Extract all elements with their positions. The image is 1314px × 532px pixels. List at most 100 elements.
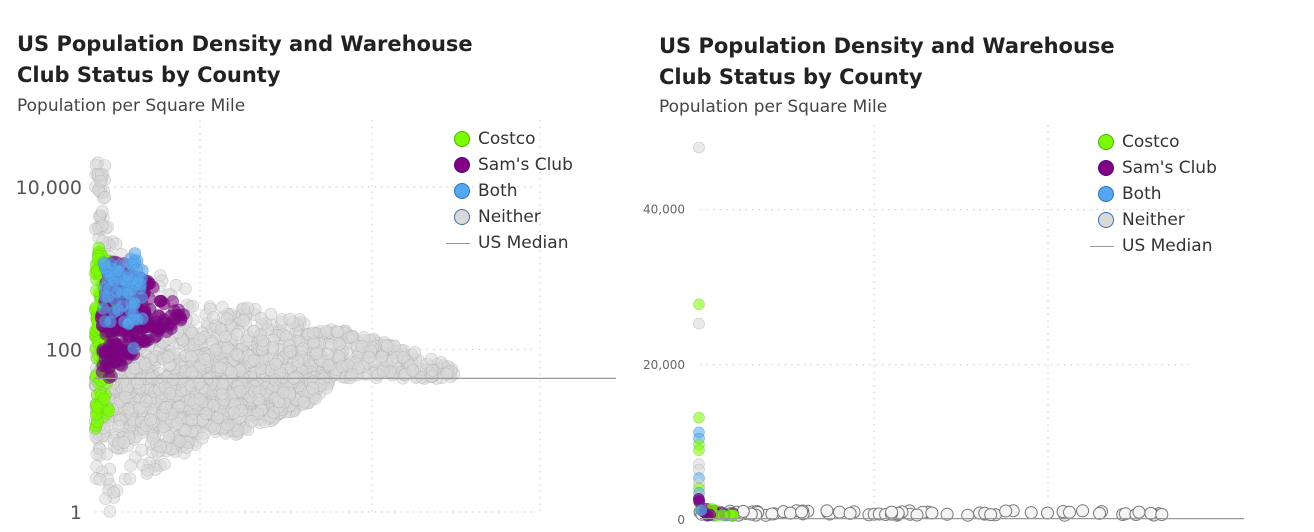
- legend-item-sams-club[interactable]: Sam's Club: [452, 152, 573, 178]
- both-point: [127, 341, 140, 355]
- legend-item-both[interactable]: Both: [1096, 181, 1217, 207]
- right-points: [692, 141, 1169, 522]
- both-point: [135, 291, 148, 304]
- neither-point: [141, 463, 155, 477]
- neither-point: [93, 472, 107, 486]
- neither-point: [207, 311, 220, 324]
- neither-point: [306, 326, 320, 340]
- left-title-line2: Club Status by County: [17, 63, 281, 87]
- legend-item-us-median[interactable]: US Median: [1090, 233, 1217, 259]
- both-swatch-icon: [1098, 186, 1114, 202]
- legend-label-sams-club: Sam's Club: [1122, 158, 1217, 178]
- sams-club-point: [166, 295, 179, 308]
- legend-item-neither[interactable]: Neither: [452, 204, 573, 230]
- neither-point: [1063, 505, 1076, 519]
- neither-point: [225, 365, 238, 379]
- right-legend: Costco Sam's Club Both Neither US Median: [1090, 129, 1217, 259]
- neither-point: [1144, 506, 1158, 520]
- legend-item-neither[interactable]: Neither: [1096, 207, 1217, 233]
- neither-point: [234, 384, 247, 398]
- neither-point: [209, 343, 222, 357]
- neither-point: [117, 436, 130, 449]
- left-title-line1: US Population Density and Warehouse: [17, 32, 473, 56]
- neither-point: [215, 387, 229, 401]
- neither-swatch-icon: [454, 209, 470, 225]
- legend-label-sams-club: Sam's Club: [478, 155, 573, 175]
- sams-club-point: [174, 313, 188, 327]
- neither-point: [1041, 506, 1054, 520]
- costco-point: [693, 444, 705, 457]
- neither-point: [283, 312, 297, 326]
- neither-point: [296, 342, 310, 356]
- y-tick-label: 0: [677, 513, 685, 527]
- neither-point: [406, 364, 420, 377]
- neither-point: [185, 350, 198, 364]
- neither-point: [123, 472, 137, 486]
- neither-point: [138, 358, 152, 371]
- neither-point: [306, 381, 319, 395]
- neither-swatch-icon: [1098, 212, 1114, 228]
- neither-point: [345, 368, 359, 382]
- left-legend: Costco Sam's Club Both Neither US Median: [446, 126, 573, 256]
- neither-point: [127, 361, 141, 375]
- legend-item-sams-club[interactable]: Sam's Club: [1096, 155, 1217, 181]
- neither-point: [795, 505, 809, 519]
- neither-point: [196, 431, 209, 445]
- neither-point: [297, 395, 311, 409]
- neither-point: [375, 350, 389, 364]
- neither-point: [268, 373, 282, 387]
- neither-point: [90, 447, 104, 461]
- neither-point: [216, 300, 229, 314]
- legend-item-us-median[interactable]: US Median: [446, 230, 573, 256]
- left-chart-subtitle: Population per Square Mile: [17, 96, 246, 116]
- legend-label-costco: Costco: [478, 129, 536, 149]
- neither-point: [426, 364, 439, 377]
- neither-point: [999, 504, 1013, 518]
- costco-point: [693, 298, 705, 311]
- neither-point: [107, 485, 120, 499]
- legend-item-both[interactable]: Both: [452, 178, 573, 204]
- sams-club-point: [99, 346, 113, 359]
- neither-point: [245, 415, 258, 428]
- neither-point: [193, 377, 206, 390]
- neither-point: [159, 400, 173, 414]
- both-point: [128, 247, 142, 260]
- neither-point: [221, 418, 235, 432]
- both-point: [116, 299, 129, 313]
- right-chart-svg: 0 20,000 40,000: [643, 125, 1244, 527]
- neither-point: [321, 347, 334, 361]
- costco-point: [693, 411, 705, 424]
- neither-point: [124, 459, 137, 472]
- neither-point: [256, 334, 269, 348]
- neither-point: [237, 314, 250, 327]
- neither-point: [332, 337, 346, 351]
- legend-label-both: Both: [478, 181, 518, 201]
- neither-point: [169, 278, 183, 292]
- neither-point: [1093, 506, 1106, 520]
- neither-point: [211, 411, 224, 425]
- neither-point: [247, 324, 261, 338]
- legend-item-costco[interactable]: Costco: [1096, 129, 1217, 155]
- left-chart-svg: 1 100 10,000: [16, 120, 616, 524]
- neither-point: [98, 191, 112, 204]
- both-point: [110, 285, 124, 299]
- neither-point: [186, 299, 199, 313]
- neither-point: [322, 359, 336, 372]
- median-line-icon: [446, 242, 470, 244]
- neither-point: [319, 324, 333, 338]
- neither-point: [833, 505, 846, 519]
- sams-club-point: [112, 338, 126, 352]
- neither-point: [984, 508, 998, 522]
- both-point: [121, 287, 135, 300]
- neither-point: [231, 424, 245, 438]
- neither-point: [185, 366, 199, 380]
- neither-point: [331, 325, 345, 339]
- legend-label-neither: Neither: [1122, 210, 1185, 230]
- neither-point: [230, 348, 243, 361]
- neither-point: [693, 317, 705, 330]
- neither-point: [109, 237, 123, 251]
- legend-item-costco[interactable]: Costco: [452, 126, 573, 152]
- neither-point: [241, 301, 255, 315]
- neither-point: [885, 505, 899, 519]
- neither-point: [171, 417, 184, 430]
